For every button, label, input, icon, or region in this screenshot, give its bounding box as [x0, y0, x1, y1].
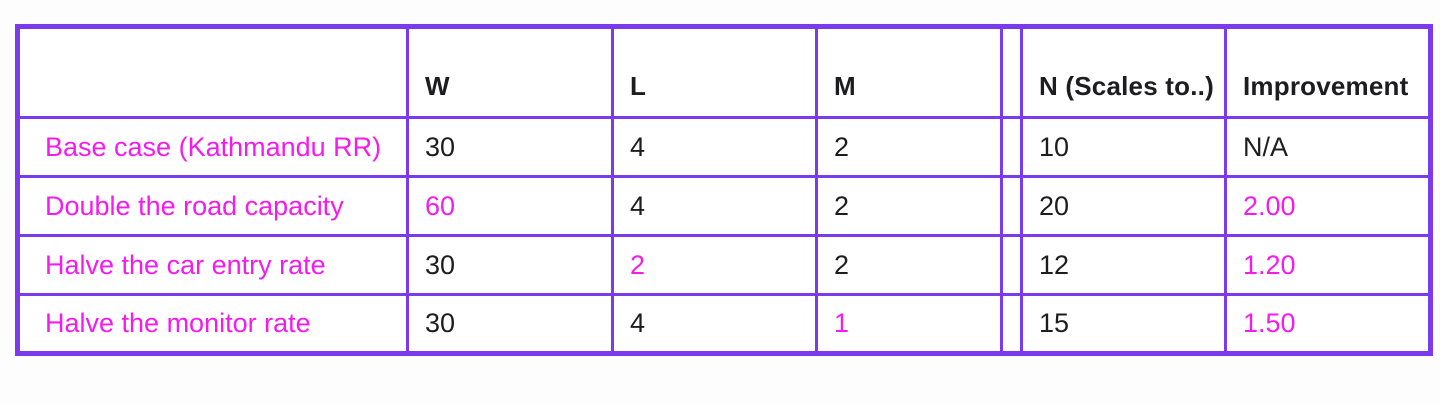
cell-improvement: 1.20 — [1224, 234, 1432, 296]
cell-w: 30 — [406, 234, 614, 296]
cell-improvement: 2.00 — [1224, 175, 1432, 237]
cell-m: 2 — [815, 234, 1003, 296]
cell-n: 12 — [1020, 234, 1227, 296]
cell-spacer — [1000, 175, 1023, 237]
cell-l: 2 — [611, 234, 818, 296]
cell-improvement: 1.50 — [1224, 293, 1432, 355]
table-header-row: W L M N (Scales to..) Improvement — [16, 25, 1432, 119]
cell-spacer — [1000, 293, 1023, 355]
scaling-results-table: W L M N (Scales to..) Improvement Base c… — [15, 24, 1433, 356]
table-row: Base case (Kathmandu RR) 30 4 2 10 N/A — [16, 116, 1432, 178]
header-scenario — [16, 25, 409, 119]
cell-improvement: N/A — [1224, 116, 1432, 178]
cell-spacer — [1000, 116, 1023, 178]
cell-label: Base case (Kathmandu RR) — [16, 116, 409, 178]
table-row: Halve the monitor rate 30 4 1 15 1.50 — [16, 293, 1432, 355]
cell-m: 2 — [815, 116, 1003, 178]
cell-w: 30 — [406, 116, 614, 178]
header-m: M — [815, 25, 1003, 119]
cell-w: 60 — [406, 175, 614, 237]
cell-spacer — [1000, 234, 1023, 296]
cell-l: 4 — [611, 175, 818, 237]
cell-label: Halve the car entry rate — [16, 234, 409, 296]
header-w: W — [406, 25, 614, 119]
header-spacer — [1000, 25, 1023, 119]
cell-n: 10 — [1020, 116, 1227, 178]
cell-n: 15 — [1020, 293, 1227, 355]
cell-label: Halve the monitor rate — [16, 293, 409, 355]
cell-m: 2 — [815, 175, 1003, 237]
header-n-scales-to: N (Scales to..) — [1020, 25, 1227, 119]
cell-label: Double the road capacity — [16, 175, 409, 237]
cell-l: 4 — [611, 293, 818, 355]
cell-m: 1 — [815, 293, 1003, 355]
header-l: L — [611, 25, 818, 119]
cell-l: 4 — [611, 116, 818, 178]
table-row: Halve the car entry rate 30 2 2 12 1.20 — [16, 234, 1432, 296]
cell-n: 20 — [1020, 175, 1227, 237]
cell-w: 30 — [406, 293, 614, 355]
table-row: Double the road capacity 60 4 2 20 2.00 — [16, 175, 1432, 237]
header-improvement: Improvement — [1224, 25, 1432, 119]
